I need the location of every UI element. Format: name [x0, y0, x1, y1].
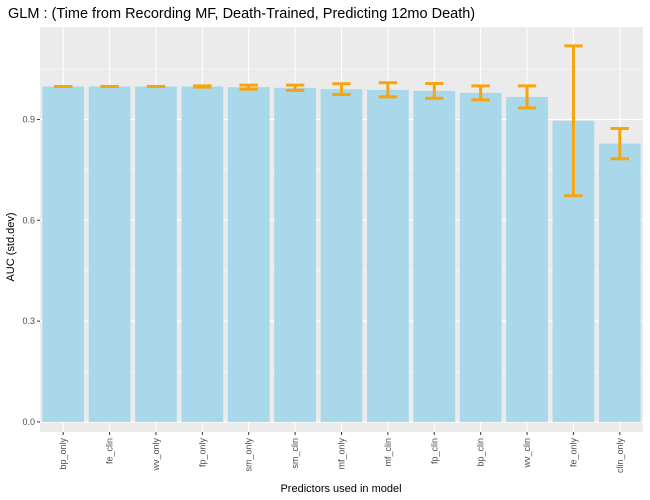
bar-wv_only — [135, 86, 177, 422]
bar-fe_clin — [88, 86, 131, 422]
y-axis-title: AUC (std.dev) — [5, 212, 17, 281]
x-tick-label: fe_only — [568, 438, 578, 468]
errorbar-sm_clin — [285, 83, 305, 93]
x-tick-label: sm_only — [244, 438, 254, 472]
errorbar-clin_only — [610, 127, 629, 161]
errorbar-wv_clin — [517, 84, 537, 110]
bar-wv_clin — [506, 96, 548, 422]
y-tick-label: 0.3 — [22, 316, 35, 326]
errorbar-mf_only — [332, 82, 351, 97]
x-axis: bp_only fe_clin wv_only fp_only sm_only sm_cl… — [58, 432, 625, 473]
bars — [42, 86, 641, 422]
errorbar-fe_only — [564, 44, 583, 198]
x-tick-label: fp_clin — [429, 438, 439, 464]
x-tick-label: fp_only — [197, 438, 207, 468]
y-axis: 0.0 0.3 0.6 0.9 — [22, 114, 40, 427]
x-tick-label: sm_clin — [290, 438, 300, 469]
y-tick-label: 0.0 — [22, 417, 35, 427]
bar-sm_clin — [274, 87, 316, 422]
y-tick-label: 0.6 — [22, 215, 35, 225]
errorbar-bp_clin — [471, 84, 490, 102]
bar-fp_clin — [413, 90, 456, 422]
errorbar-fp_only — [193, 84, 212, 89]
x-tick-label: bp_clin — [476, 438, 486, 467]
error-bars — [54, 44, 629, 198]
bar-clin_only — [598, 143, 641, 422]
errorbar-fp_clin — [425, 81, 444, 100]
errorbar-sm_only — [239, 83, 258, 91]
errorbar-mf_clin — [378, 81, 398, 99]
bar-bp_only — [42, 86, 85, 422]
x-axis-title: Predictors used in model — [280, 483, 401, 495]
x-tick-label: wv_only — [151, 438, 161, 472]
x-tick-label: clin_only — [615, 438, 625, 474]
x-tick-label: fe_clin — [105, 438, 115, 464]
bar-fp_only — [181, 86, 224, 422]
bar-bp_clin — [459, 92, 502, 422]
y-tick-label: 0.9 — [22, 114, 35, 124]
chart-title: GLM : (Time from Recording MF, Death-Tra… — [8, 6, 475, 22]
x-tick-label: wv_clin — [522, 438, 532, 469]
x-tick-label: bp_only — [58, 438, 68, 470]
bar-mf_clin — [367, 89, 409, 422]
bar-sm_only — [227, 87, 270, 422]
x-tick-label: mf_only — [337, 438, 347, 470]
bar-mf_only — [320, 89, 363, 422]
x-tick-label: mf_clin — [383, 438, 393, 467]
